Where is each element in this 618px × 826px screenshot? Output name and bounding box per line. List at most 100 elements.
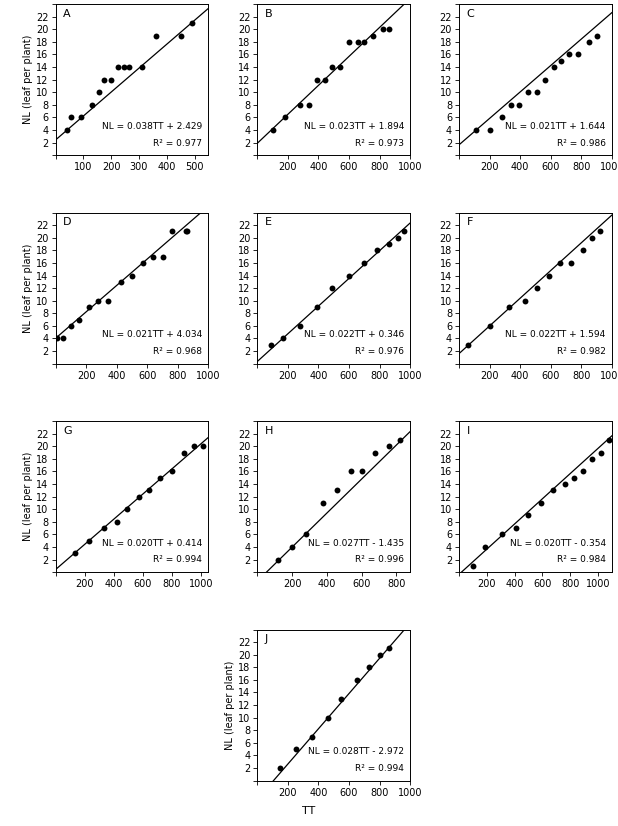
Point: [549, 60, 559, 74]
Point: [113, 60, 123, 74]
Text: B: B: [265, 8, 273, 19]
Point: [148, 250, 158, 263]
Point: [137, 60, 146, 74]
Point: [106, 73, 116, 86]
Text: R² = 0.968: R² = 0.968: [153, 347, 202, 356]
Point: [198, 439, 208, 453]
Point: [587, 231, 597, 244]
Point: [124, 60, 134, 74]
Text: R² = 0.973: R² = 0.973: [355, 139, 404, 148]
Point: [395, 434, 405, 447]
Point: [371, 244, 381, 257]
Text: D: D: [63, 217, 72, 227]
Text: R² = 0.994: R² = 0.994: [153, 556, 202, 564]
Y-axis label: NL (leaf per plant): NL (leaf per plant): [23, 35, 33, 125]
Point: [344, 269, 354, 282]
Point: [578, 465, 588, 478]
Text: NL = 0.020TT + 0.414: NL = 0.020TT + 0.414: [102, 539, 202, 548]
Point: [523, 86, 533, 99]
Point: [156, 471, 166, 484]
Point: [595, 225, 604, 238]
Point: [468, 559, 478, 572]
Point: [384, 642, 394, 655]
Y-axis label: NL (leaf per plant): NL (leaf per plant): [225, 660, 235, 750]
Text: E: E: [265, 217, 272, 227]
Point: [66, 320, 76, 333]
Point: [328, 60, 337, 74]
Point: [133, 490, 143, 503]
Point: [268, 123, 277, 136]
Point: [75, 111, 85, 124]
Text: C: C: [467, 8, 475, 19]
Point: [138, 256, 148, 269]
Point: [295, 320, 305, 333]
Point: [485, 320, 494, 333]
Point: [564, 48, 574, 61]
Point: [399, 225, 409, 238]
Point: [344, 36, 354, 49]
Text: NL = 0.020TT - 0.354: NL = 0.020TT - 0.354: [510, 539, 606, 548]
Point: [520, 294, 530, 307]
Point: [167, 465, 177, 478]
Point: [359, 36, 369, 49]
Point: [320, 73, 329, 86]
Point: [187, 17, 197, 30]
Point: [144, 484, 154, 497]
Text: H: H: [265, 425, 273, 435]
Point: [368, 29, 378, 42]
Point: [158, 250, 167, 263]
Point: [273, 553, 283, 566]
Point: [549, 484, 559, 497]
Point: [378, 22, 387, 36]
Point: [189, 439, 199, 453]
Point: [328, 282, 337, 295]
Point: [180, 225, 190, 238]
Point: [506, 98, 516, 112]
Point: [290, 743, 300, 756]
Point: [384, 237, 394, 250]
Text: R² = 0.996: R² = 0.996: [355, 556, 404, 564]
Point: [544, 269, 554, 282]
Point: [497, 111, 507, 124]
Point: [182, 225, 192, 238]
Text: J: J: [265, 634, 268, 644]
Point: [555, 256, 565, 269]
Text: F: F: [467, 217, 473, 227]
Point: [93, 294, 103, 307]
Point: [151, 29, 161, 42]
Point: [275, 762, 285, 775]
Text: R² = 0.984: R² = 0.984: [557, 556, 606, 564]
Point: [179, 446, 188, 459]
Point: [99, 73, 109, 86]
Text: NL = 0.038TT + 2.429: NL = 0.038TT + 2.429: [102, 122, 202, 131]
Point: [560, 477, 570, 491]
Point: [84, 301, 94, 314]
Point: [359, 256, 369, 269]
Point: [99, 521, 109, 534]
Point: [87, 98, 96, 112]
Text: TT: TT: [302, 806, 316, 816]
Point: [556, 55, 566, 68]
Point: [480, 540, 490, 553]
Point: [471, 123, 481, 136]
Point: [335, 60, 345, 74]
Point: [565, 256, 575, 269]
Point: [103, 294, 112, 307]
Point: [278, 332, 288, 345]
Text: NL = 0.022TT + 0.346: NL = 0.022TT + 0.346: [304, 330, 404, 339]
Point: [364, 661, 374, 674]
Point: [511, 521, 521, 534]
Point: [375, 648, 384, 662]
Point: [167, 225, 177, 238]
Text: I: I: [467, 425, 470, 435]
Text: R² = 0.994: R² = 0.994: [355, 764, 404, 773]
Point: [74, 313, 83, 326]
Point: [532, 282, 542, 295]
Point: [62, 123, 72, 136]
Point: [295, 98, 305, 112]
Point: [176, 29, 185, 42]
Point: [384, 439, 394, 453]
Point: [323, 711, 332, 724]
Point: [66, 111, 76, 124]
Text: NL = 0.022TT + 1.594: NL = 0.022TT + 1.594: [506, 330, 606, 339]
